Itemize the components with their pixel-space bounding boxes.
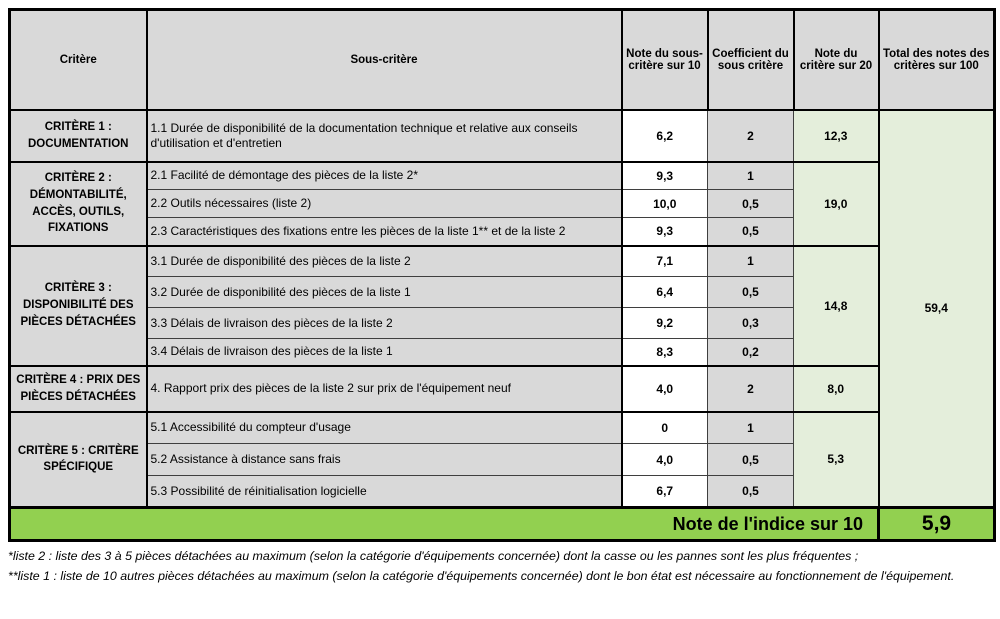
subcriterion-3-3-label: 3.3 Délais de livraison des pièces de la…: [146, 307, 623, 339]
header-total-sur-100: Total des notes des critères sur 100: [877, 8, 996, 111]
subcriterion-5-3-label: 5.3 Possibilité de réinitialisation logi…: [146, 475, 623, 508]
total-notes-sur-100: 59,4: [877, 108, 995, 508]
index-score-label: Note de l'indice sur 10: [9, 506, 879, 542]
table-row: CRITÈRE 4 : PRIX DES PIÈCES DÉTACHÉES 4.…: [9, 364, 995, 412]
table-row: CRITÈRE 2 : DÉMONTABILITÉ, ACCÈS, OUTILS…: [9, 160, 995, 246]
subcriterion-5-1-note10: 0: [621, 410, 708, 444]
subcriterion-5-1-label: 5.1 Accessibilité du compteur d'usage: [146, 410, 623, 444]
subcriterion-3-1-label: 3.1 Durée de disponibilité des pièces de…: [146, 244, 623, 277]
subcriterion-2-3-coef: 0,5: [707, 217, 794, 246]
subcriterion-2-2-label: 2.2 Outils nécessaires (liste 2): [146, 189, 623, 218]
subcriterion-4-note10: 4,0: [621, 364, 708, 412]
subcriterion-5-2-coef: 0,5: [707, 443, 794, 476]
index-score-value: 5,9: [877, 506, 995, 542]
criterion-5-note20: 5,3: [793, 410, 879, 508]
criterion-2-label: CRITÈRE 2 : DÉMONTABILITÉ, ACCÈS, OUTILS…: [9, 160, 148, 246]
subcriterion-1-1-note10: 6,2: [621, 108, 708, 162]
criterion-2-note20: 19,0: [793, 160, 879, 246]
table-row: 2.2 Outils nécessaires (liste 2) 10,0 0,…: [10, 189, 995, 218]
subcriterion-3-3-coef: 0,3: [707, 307, 794, 339]
table-row: 5.2 Assistance à distance sans frais 4,0…: [10, 443, 995, 476]
table-row: CRITÈRE 3 : DISPONIBILITÉ DES PIÈCES DÉT…: [9, 244, 995, 366]
subcriterion-3-3-note10: 9,2: [621, 307, 708, 339]
subcriterion-1-1-coef: 2: [707, 108, 794, 162]
table-row: 2.3 Caractéristiques des fixations entre…: [10, 217, 995, 246]
footnote-liste-1: **liste 1 : liste de 10 autres pièces dé…: [8, 568, 955, 583]
footnote-liste-2: *liste 2 : liste des 3 à 5 pièces détach…: [8, 549, 859, 563]
header-note-critere-sur-20: Note du critère sur 20: [792, 8, 880, 111]
footnotes: *liste 2 : liste des 3 à 5 pièces détach…: [8, 547, 993, 587]
subcriterion-5-2-label: 5.2 Assistance à distance sans frais: [146, 443, 623, 476]
table-row: 5.3 Possibilité de réinitialisation logi…: [10, 475, 995, 508]
criterion-1-note20: 12,3: [793, 108, 879, 162]
subcriterion-3-2-note10: 6,4: [621, 276, 708, 308]
subcriterion-3-4-label: 3.4 Délais de livraison des pièces de la…: [146, 338, 623, 366]
subcriterion-2-3-note10: 9,3: [621, 217, 708, 246]
subcriterion-4-coef: 2: [707, 364, 794, 412]
subcriterion-2-1-coef: 1: [707, 160, 794, 190]
subcriterion-3-1-note10: 7,1: [621, 244, 708, 277]
repairability-table: Critère Sous-critère Note du sous-critèr…: [8, 8, 996, 542]
subcriterion-2-3-label: 2.3 Caractéristiques des fixations entre…: [146, 217, 623, 246]
header-coefficient: Coefficient du sous critère: [706, 8, 795, 111]
subcriterion-2-2-note10: 10,0: [621, 189, 708, 218]
criterion-3-label: CRITÈRE 3 : DISPONIBILITÉ DES PIÈCES DÉT…: [9, 244, 148, 366]
subcriterion-5-2-note10: 4,0: [621, 443, 708, 476]
subcriterion-5-3-note10: 6,7: [621, 475, 708, 508]
subcriterion-3-1-coef: 1: [707, 244, 794, 277]
subcriterion-3-2-label: 3.2 Durée de disponibilité des pièces de…: [146, 276, 623, 308]
index-score-row: Note de l'indice sur 10 5,9: [9, 506, 995, 542]
subcriterion-2-2-coef: 0,5: [707, 189, 794, 218]
table-row: 3.2 Durée de disponibilité des pièces de…: [10, 276, 995, 308]
criterion-4-label: CRITÈRE 4 : PRIX DES PIÈCES DÉTACHÉES: [9, 364, 148, 412]
subcriterion-2-1-label: 2.1 Facilité de démontage des pièces de …: [146, 160, 623, 190]
criterion-3-note20: 14,8: [793, 244, 879, 366]
subcriterion-3-4-coef: 0,2: [707, 338, 794, 366]
criterion-1-label: CRITÈRE 1 : DOCUMENTATION: [9, 108, 148, 162]
table-row: CRITÈRE 5 : CRITÈRE SPÉCIFIQUE 5.1 Acces…: [9, 410, 995, 508]
subcriterion-1-1-label: 1.1 Durée de disponibilité de la documen…: [146, 108, 623, 162]
criterion-5-label: CRITÈRE 5 : CRITÈRE SPÉCIFIQUE: [9, 410, 148, 508]
criterion-4-note20: 8,0: [793, 364, 879, 412]
subcriterion-3-4-note10: 8,3: [621, 338, 708, 366]
header-note-sous-critere-sur-10: Note du sous-critère sur 10: [620, 8, 709, 111]
subcriterion-4-label: 4. Rapport prix des pièces de la liste 2…: [146, 364, 623, 412]
subcriterion-2-1-note10: 9,3: [621, 160, 708, 190]
table-row: CRITÈRE 1 : DOCUMENTATION 1.1 Durée de d…: [9, 108, 995, 508]
subcriterion-5-1-coef: 1: [707, 410, 794, 444]
subcriterion-3-2-coef: 0,5: [707, 276, 794, 308]
header-sous-critere: Sous-critère: [145, 8, 623, 111]
table-row: 3.3 Délais de livraison des pièces de la…: [10, 307, 995, 339]
table-row: 3.4 Délais de livraison des pièces de la…: [10, 338, 995, 366]
table-header-row: Critère Sous-critère Note du sous-critèr…: [8, 8, 996, 111]
header-critere: Critère: [8, 8, 148, 111]
subcriterion-5-3-coef: 0,5: [707, 475, 794, 508]
